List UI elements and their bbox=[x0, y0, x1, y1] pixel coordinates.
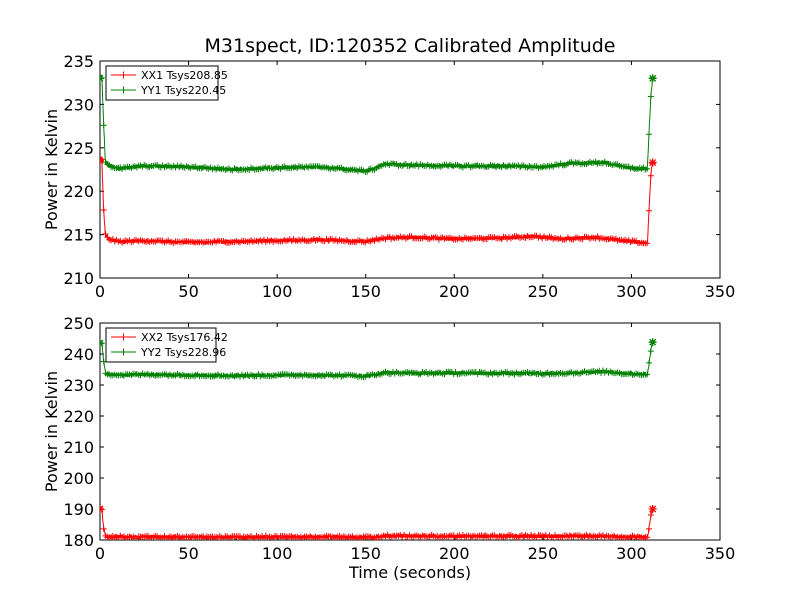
legend: XX2 Tsys176.42 YY2 Tsys228.96 bbox=[105, 327, 228, 363]
plot-frame bbox=[99, 60, 721, 279]
x-tick-label: 50 bbox=[178, 544, 198, 563]
series-markers bbox=[100, 338, 656, 381]
data-point bbox=[646, 207, 653, 214]
x-tick-label: 150 bbox=[350, 544, 381, 563]
legend-box bbox=[105, 327, 217, 363]
legend-marker bbox=[120, 86, 127, 94]
y-tick-label: 250 bbox=[63, 314, 94, 333]
y-tick-label: 190 bbox=[63, 500, 94, 519]
data-point bbox=[644, 240, 651, 247]
x-tick-label: 250 bbox=[528, 544, 559, 563]
x-tick-label: 50 bbox=[178, 282, 198, 301]
top-panel: 0 50 100 150 200 250 300 350 210 215 220 225 230 235 P… bbox=[42, 52, 735, 301]
y-tick-label: 180 bbox=[63, 531, 94, 550]
legend-marker bbox=[120, 348, 127, 356]
data-point bbox=[646, 359, 653, 366]
plot-frame bbox=[99, 322, 721, 541]
data-point bbox=[647, 348, 654, 355]
y-tick-label: 210 bbox=[63, 438, 94, 457]
plot-area bbox=[100, 338, 657, 540]
x-tick-label: 200 bbox=[439, 544, 470, 563]
legend-label: XX2 Tsys176.42 bbox=[141, 331, 228, 344]
x-tick-label: 300 bbox=[616, 282, 647, 301]
data-point bbox=[648, 338, 657, 347]
y-tick-label: 230 bbox=[63, 376, 94, 395]
y-tick-label: 220 bbox=[63, 407, 94, 426]
bottom-panel: 0 50 100 150 200 250 300 350 180 190 200 210 220 230 2… bbox=[42, 314, 735, 563]
y-axis-label: Power in Kelvin bbox=[42, 109, 61, 230]
series-markers bbox=[100, 156, 656, 247]
data-point bbox=[648, 74, 657, 83]
data-point bbox=[100, 122, 107, 129]
x-tick-label: 350 bbox=[705, 282, 736, 301]
data-point bbox=[644, 371, 651, 378]
data-point bbox=[647, 93, 654, 100]
data-point bbox=[646, 525, 653, 532]
x-tick-label: 250 bbox=[528, 282, 559, 301]
data-point bbox=[644, 534, 651, 540]
y-tick-label: 230 bbox=[63, 95, 94, 114]
y-tick-label: 200 bbox=[63, 469, 94, 488]
x-tick-label: 200 bbox=[439, 282, 470, 301]
x-tick-label: 0 bbox=[95, 282, 105, 301]
legend-label: YY1 Tsys220.45 bbox=[140, 84, 226, 97]
series-markers bbox=[100, 505, 656, 540]
y-tick-label: 210 bbox=[63, 269, 94, 288]
x-tick-label: 100 bbox=[262, 282, 293, 301]
legend-marker bbox=[120, 333, 127, 341]
y-tick-label: 240 bbox=[63, 345, 94, 364]
y-tick-label: 220 bbox=[63, 182, 94, 201]
data-point bbox=[644, 165, 651, 172]
y-axis-label: Power in Kelvin bbox=[42, 371, 61, 492]
x-tick-label: 100 bbox=[262, 544, 293, 563]
legend-box bbox=[105, 65, 219, 101]
figure-title: M31spect, ID:120352 Calibrated Amplitude bbox=[205, 35, 616, 57]
legend-label: XX1 Tsys208.85 bbox=[141, 69, 228, 82]
legend-label: YY2 Tsys228.96 bbox=[140, 346, 226, 359]
plot-area bbox=[100, 74, 657, 247]
y-tick-label: 225 bbox=[63, 139, 94, 158]
data-point bbox=[100, 525, 107, 532]
data-point bbox=[100, 207, 107, 214]
x-tick-label: 0 bbox=[95, 544, 105, 563]
data-point bbox=[647, 511, 654, 518]
y-tick-label: 215 bbox=[63, 226, 94, 245]
data-point bbox=[648, 158, 657, 167]
data-point bbox=[646, 131, 653, 138]
data-point bbox=[648, 505, 657, 513]
x-tick-label: 150 bbox=[350, 282, 381, 301]
data-point bbox=[647, 172, 654, 179]
series-markers bbox=[100, 74, 656, 175]
data-point bbox=[102, 231, 109, 238]
x-axis-label: Time (seconds) bbox=[348, 563, 471, 582]
legend-marker bbox=[120, 71, 127, 79]
y-tick-label: 235 bbox=[63, 52, 94, 71]
legend: XX1 Tsys208.85 YY1 Tsys220.45 bbox=[105, 65, 228, 101]
x-tick-label: 300 bbox=[616, 544, 647, 563]
x-tick-label: 350 bbox=[705, 544, 736, 563]
